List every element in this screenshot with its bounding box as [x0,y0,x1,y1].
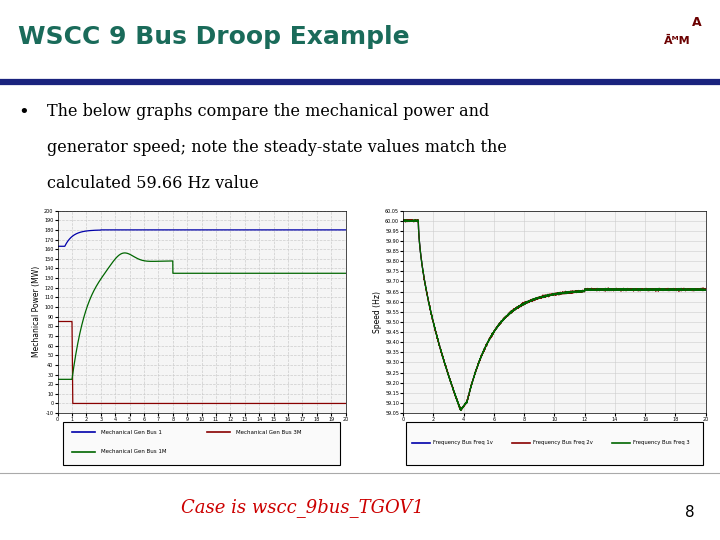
X-axis label: Time (Seconds): Time (Seconds) [519,428,590,437]
Text: generator speed; note the steady-state values match the: generator speed; note the steady-state v… [47,139,507,156]
Text: Case is wscc_9bus_TGOV1: Case is wscc_9bus_TGOV1 [181,498,424,517]
Text: The below graphs compare the mechanical power and: The below graphs compare the mechanical … [47,103,489,120]
Text: WSCC 9 Bus Droop Example: WSCC 9 Bus Droop Example [18,25,410,49]
Text: Mechanical Gen Bus 1M: Mechanical Gen Bus 1M [101,449,166,454]
Y-axis label: Speed (Hz): Speed (Hz) [373,291,382,333]
Text: ĀᴹM: ĀᴹM [664,36,690,45]
Text: Frequency Bus Freq 3: Frequency Bus Freq 3 [633,440,690,445]
FancyBboxPatch shape [406,422,703,464]
Text: A: A [693,16,702,29]
Text: calculated 59.66 Hz value: calculated 59.66 Hz value [47,174,258,192]
Text: •: • [18,103,29,122]
Text: 8: 8 [685,504,695,519]
X-axis label: Time (Seconds): Time (Seconds) [166,428,237,437]
Text: Mechanical Gen Bus 1: Mechanical Gen Bus 1 [101,430,162,435]
Text: Frequency Bus Freq 1v: Frequency Bus Freq 1v [433,440,493,445]
Text: Frequency Bus Freq 2v: Frequency Bus Freq 2v [534,440,593,445]
Text: Mechanical Gen Bus 3M: Mechanical Gen Bus 3M [236,430,302,435]
FancyBboxPatch shape [63,422,340,464]
Y-axis label: Mechanical Power (MW): Mechanical Power (MW) [32,266,41,357]
